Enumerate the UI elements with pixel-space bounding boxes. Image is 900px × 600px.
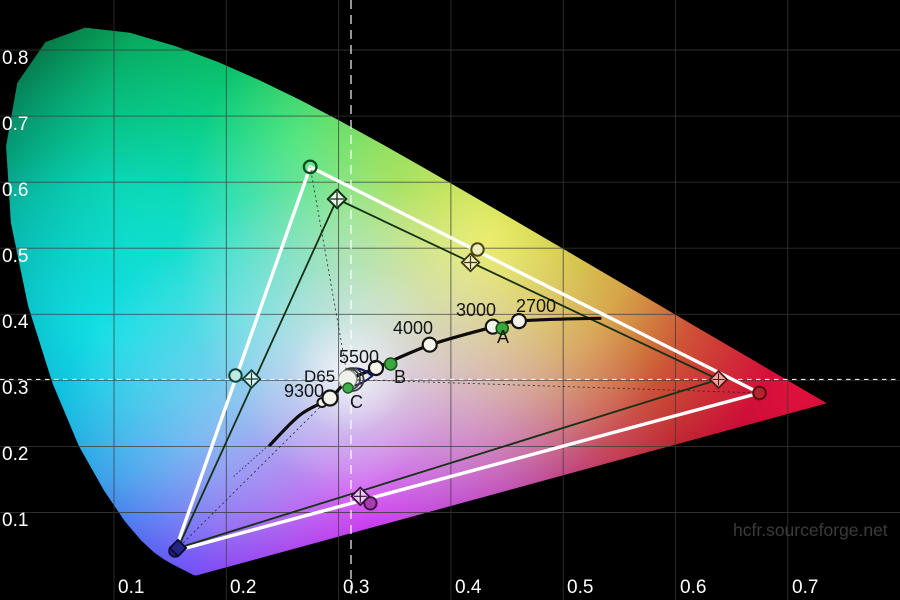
- svg-text:2700: 2700: [516, 296, 556, 316]
- svg-text:hcfr.sourceforge.net: hcfr.sourceforge.net: [733, 520, 888, 540]
- svg-text:5500: 5500: [339, 347, 379, 367]
- svg-text:0.4: 0.4: [2, 312, 29, 333]
- svg-text:0.3: 0.3: [2, 378, 28, 399]
- svg-text:0.5: 0.5: [567, 577, 593, 598]
- svg-text:0.4: 0.4: [455, 577, 482, 598]
- svg-text:0.5: 0.5: [2, 246, 28, 267]
- svg-text:0.1: 0.1: [2, 510, 28, 531]
- svg-text:B: B: [394, 367, 406, 387]
- svg-text:4000: 4000: [393, 318, 433, 338]
- svg-text:0.3: 0.3: [343, 577, 369, 598]
- svg-text:C: C: [350, 392, 363, 412]
- svg-text:0.1: 0.1: [118, 577, 144, 598]
- svg-text:0.8: 0.8: [2, 48, 28, 69]
- svg-text:0.7: 0.7: [2, 114, 28, 135]
- svg-text:0.7: 0.7: [792, 577, 818, 598]
- svg-text:0.2: 0.2: [230, 577, 256, 598]
- svg-text:0.2: 0.2: [2, 444, 28, 465]
- svg-text:D65: D65: [304, 367, 335, 386]
- svg-text:3000: 3000: [456, 300, 496, 320]
- svg-text:0.6: 0.6: [2, 180, 28, 201]
- svg-text:A: A: [497, 327, 509, 347]
- svg-text:0.6: 0.6: [680, 577, 706, 598]
